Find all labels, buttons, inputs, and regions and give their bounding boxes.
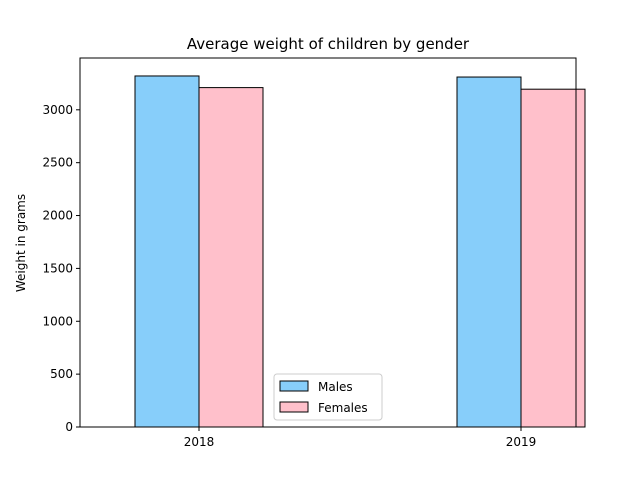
bars-group: [134, 75, 586, 428]
y-tick-label: 1000: [42, 314, 73, 328]
y-tick-label: 500: [50, 367, 73, 381]
y-axis-ticks: 0 500 1000 1500 2000 2500 3000: [42, 103, 80, 434]
bar-females-2019: [520, 88, 586, 428]
x-tick-label: 2018: [184, 435, 215, 449]
x-tick-label: 2019: [506, 435, 537, 449]
legend-swatch-males: [279, 380, 309, 392]
y-tick-label: 3000: [42, 103, 73, 117]
bar-males-2019: [456, 76, 522, 428]
y-tick-label: 2000: [42, 209, 73, 223]
plot-frame: [79, 57, 577, 428]
legend-label-females: Females: [318, 401, 368, 415]
y-tick-label: 2500: [42, 156, 73, 170]
legend: Males Females: [273, 373, 383, 421]
bar-females-2018: [198, 87, 264, 428]
bar-males-2018: [134, 75, 200, 428]
y-axis-label: Weight in grams: [14, 194, 28, 292]
y-tick-label: 0: [65, 420, 73, 434]
x-axis-ticks: 2018 2019: [184, 427, 537, 449]
legend-swatch-females: [279, 401, 309, 413]
legend-label-males: Males: [318, 380, 353, 394]
y-tick-label: 1500: [42, 261, 73, 275]
chart-title: Average weight of children by gender: [187, 35, 470, 53]
